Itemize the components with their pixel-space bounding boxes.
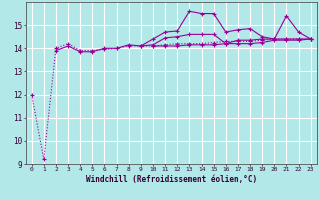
X-axis label: Windchill (Refroidissement éolien,°C): Windchill (Refroidissement éolien,°C) [86, 175, 257, 184]
